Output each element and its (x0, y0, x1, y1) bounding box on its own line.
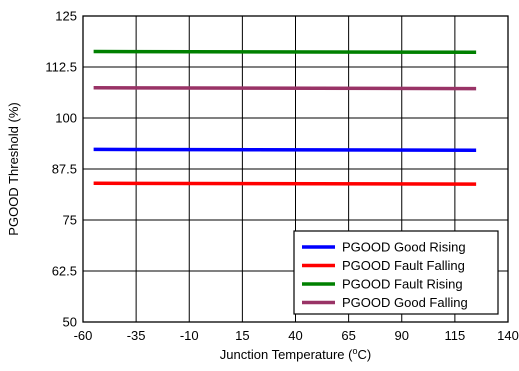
legend-label: PGOOD Good Falling (342, 295, 468, 310)
x-tick-label: 15 (235, 328, 249, 343)
y-tick-label: 75 (63, 213, 77, 228)
series-line (93, 49, 477, 55)
x-tick-label: -10 (180, 328, 199, 343)
grid-lines (83, 16, 508, 322)
series-line (93, 86, 477, 91)
x-tick-label: 90 (395, 328, 409, 343)
plot-frame (82, 15, 509, 323)
legend-box (293, 230, 499, 315)
x-tick-label: 65 (341, 328, 355, 343)
x-axis-label: Junction Temperature (oC) (220, 346, 371, 362)
x-tick-label: -60 (74, 328, 93, 343)
y-tick-label: 50 (63, 315, 77, 330)
x-tick-label: 140 (497, 328, 519, 343)
x-tick-labels: -60 -35 -10 15 40 65 90 115 140 (74, 328, 519, 343)
x-tick-label: 40 (288, 328, 302, 343)
y-tick-label: 100 (55, 111, 77, 126)
series-lines (93, 49, 477, 186)
legend-label: PGOOD Fault Rising (342, 277, 463, 292)
series-line (93, 181, 477, 186)
x-axis-label-sup: o (352, 346, 357, 356)
x-tick-label: 115 (445, 328, 466, 343)
y-tick-labels: 50 62.5 75 87.5 100 112.5 125 (45, 9, 77, 330)
legend-label: PGOOD Fault Falling (342, 258, 465, 273)
x-axis-label-suffix: C) (358, 347, 372, 362)
y-tick-label: 87.5 (52, 162, 77, 177)
y-axis-label: PGOOD Threshold (%) (6, 102, 21, 235)
series-line (93, 147, 477, 152)
legend: PGOOD Good Rising PGOOD Fault Falling PGOO… (293, 230, 499, 315)
y-tick-label: 112.5 (45, 60, 77, 75)
x-axis-label-main: Junction Temperature ( (220, 347, 353, 362)
x-tick-label: -35 (127, 328, 146, 343)
y-tick-label: 62.5 (52, 264, 77, 279)
y-tick-label: 125 (55, 9, 77, 24)
legend-label: PGOOD Good Rising (342, 240, 466, 255)
